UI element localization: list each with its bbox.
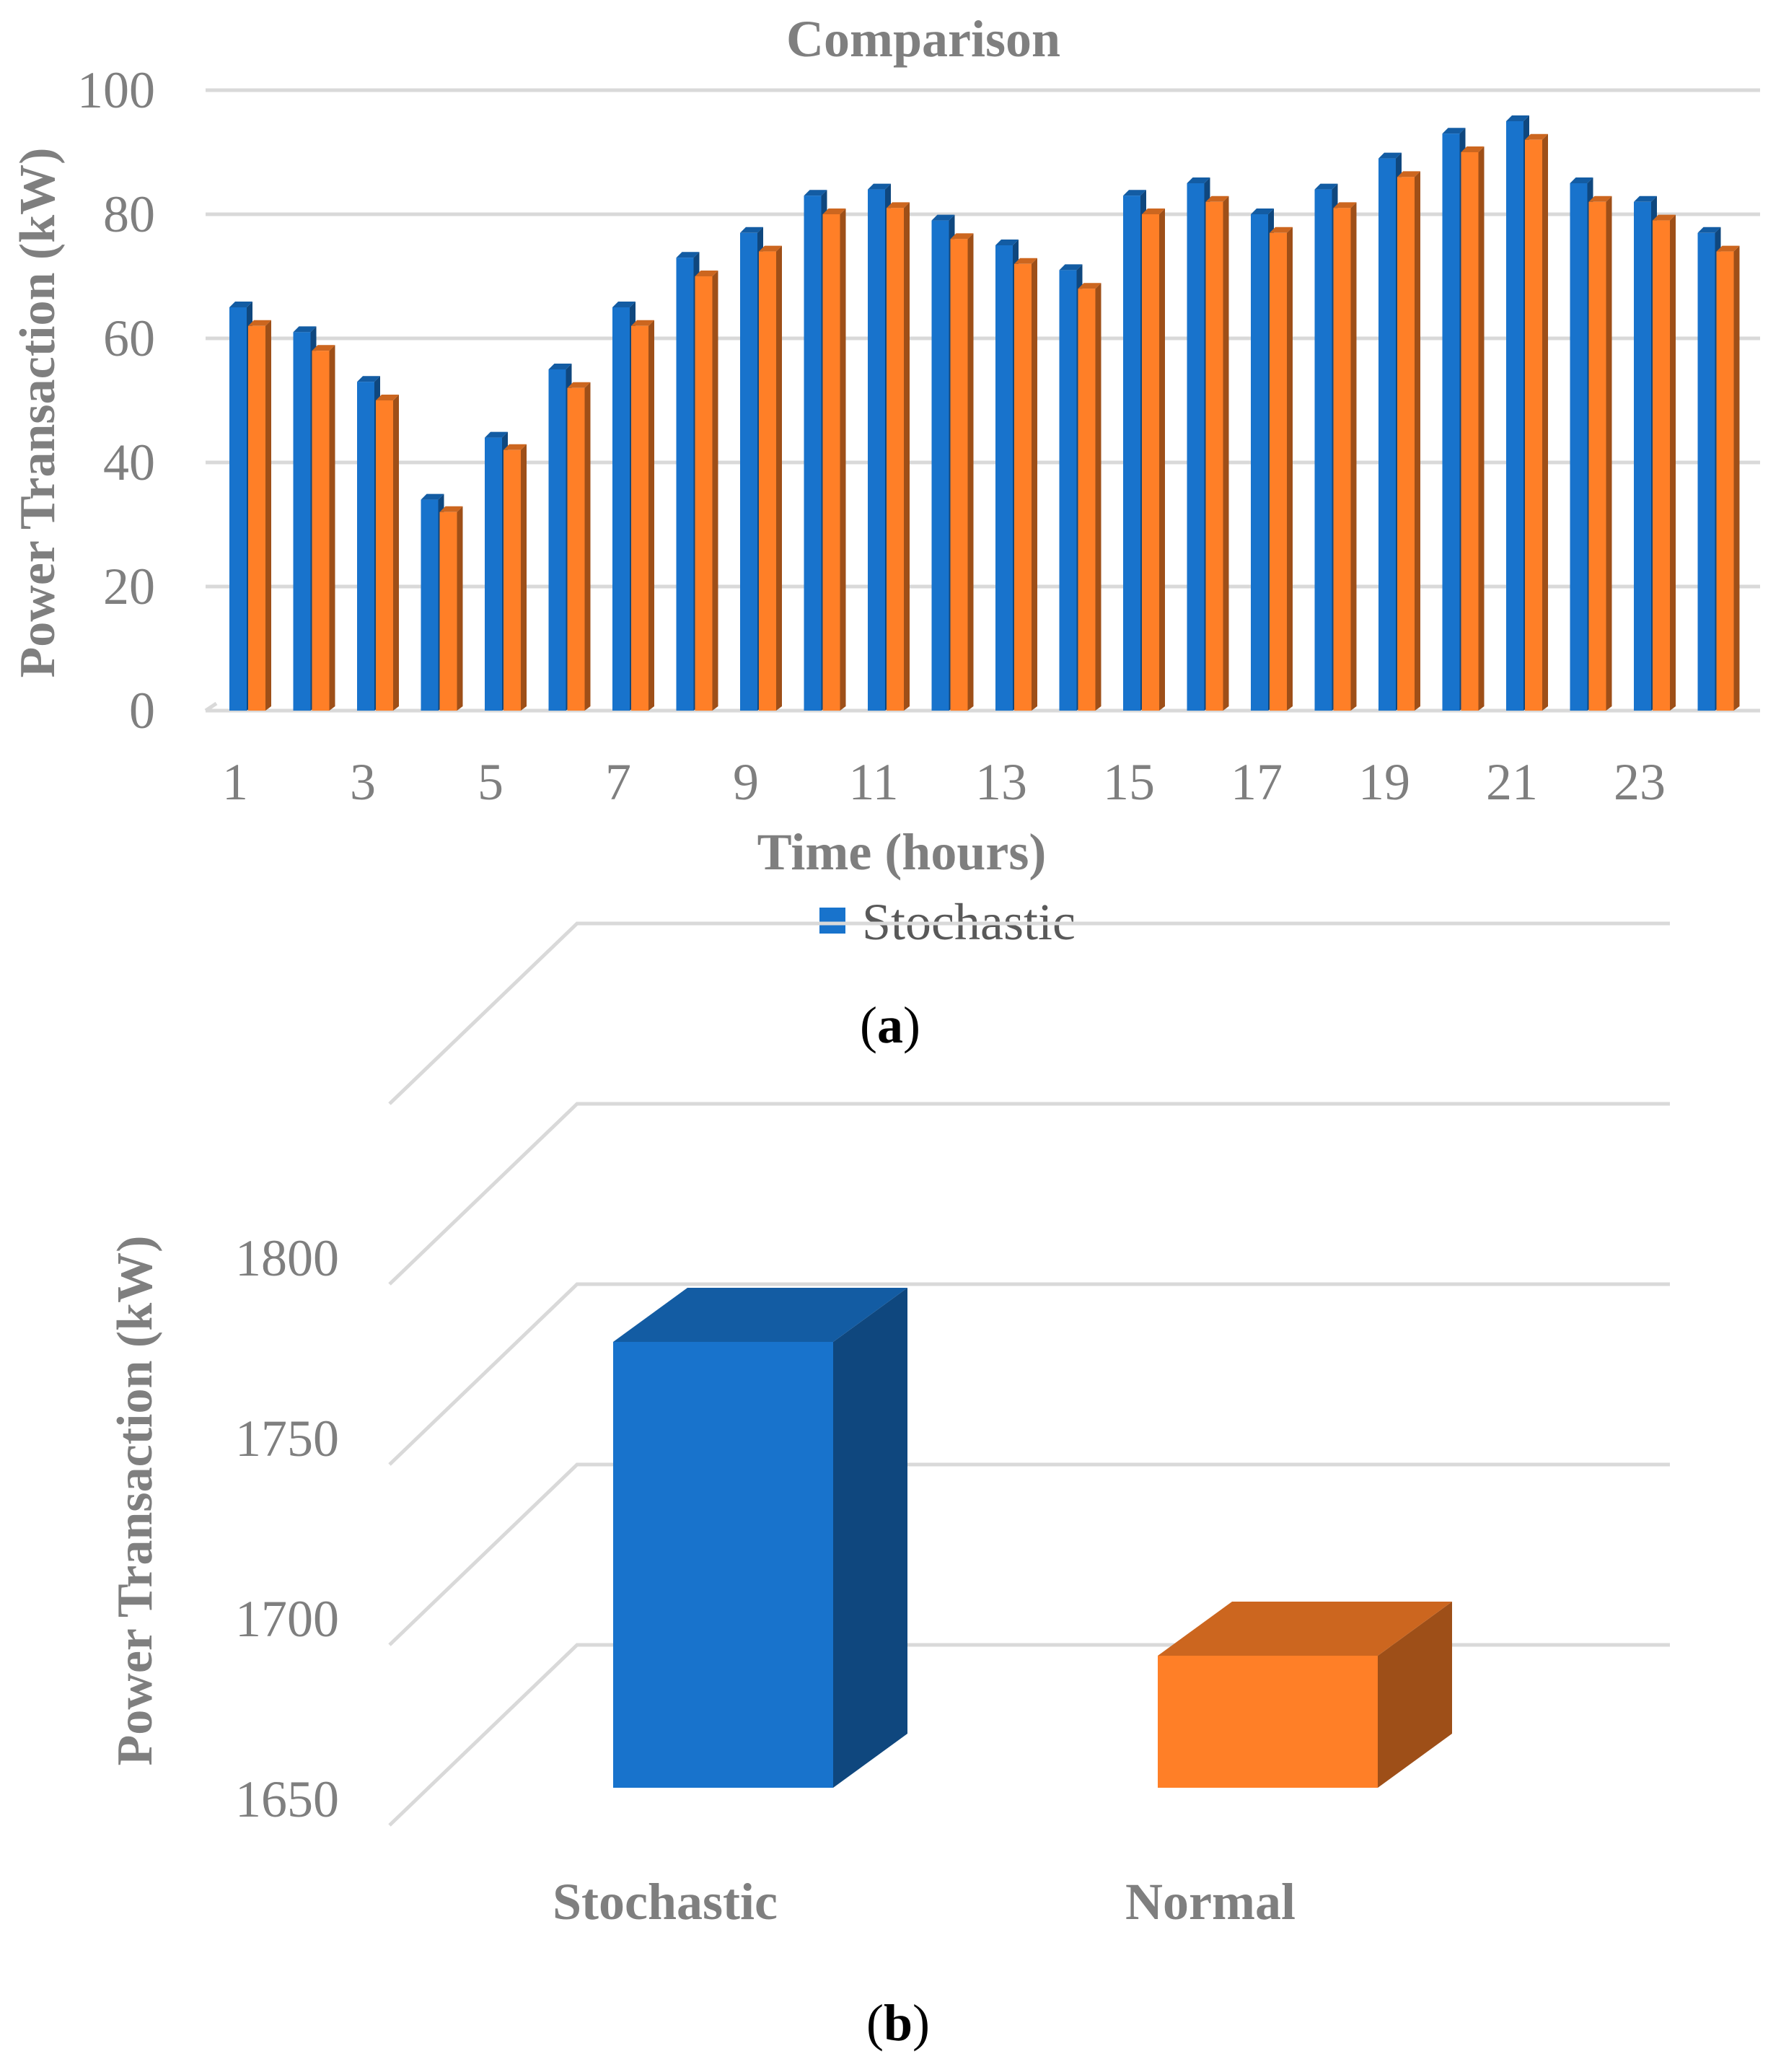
bar-normal-8 xyxy=(695,271,718,711)
bar-normal-7 xyxy=(631,320,654,711)
gridline xyxy=(388,921,1670,1105)
chart-a-y-axis-label: Power Transaction (kW) xyxy=(10,148,66,678)
bar-stochastic xyxy=(613,1288,907,1788)
chart-a-y-tick-labels: 0 20 40 60 80 100 xyxy=(77,61,155,739)
bar-normal-18 xyxy=(1333,202,1357,711)
bar-normal-12 xyxy=(950,233,974,711)
bar-normal-14 xyxy=(1078,283,1101,711)
y-tick-label: 1750 xyxy=(235,1410,339,1467)
gridline xyxy=(388,1282,1670,1466)
y-tick-label: 80 xyxy=(103,185,155,243)
bar-normal-16 xyxy=(1205,196,1229,711)
chart-b-category-stochastic: Stochastic xyxy=(553,1873,778,1931)
x-tick-label: 1 xyxy=(222,753,248,811)
bar-normal-23 xyxy=(1653,214,1676,711)
x-tick-label: 7 xyxy=(605,753,631,811)
y-tick-label: 1650 xyxy=(235,1770,339,1828)
chart-b-gridlines xyxy=(388,921,1670,1827)
bar-normal-13 xyxy=(1014,258,1037,711)
y-tick-label: 60 xyxy=(103,310,155,367)
bar-normal-3 xyxy=(376,395,399,711)
gridline xyxy=(388,1102,1670,1286)
bar-normal-15 xyxy=(1142,208,1165,711)
bar-normal-10 xyxy=(822,208,846,711)
y-tick-label: 1700 xyxy=(235,1590,339,1648)
bar-normal-11 xyxy=(887,202,910,711)
bar-normal-4 xyxy=(439,506,463,711)
bar-normal xyxy=(1158,1602,1452,1788)
bar-normal-17 xyxy=(1270,227,1293,711)
chart-b-y-tick-labels: 1650 1700 1750 1800 xyxy=(235,1229,339,1828)
chart-b-y-axis-label: Power Transaction (kW) xyxy=(107,1236,163,1766)
bar-normal-24 xyxy=(1716,245,1740,711)
y-tick-label: 1800 xyxy=(235,1229,339,1287)
x-tick-label: 23 xyxy=(1614,753,1666,811)
bar-normal-9 xyxy=(759,245,782,711)
x-tick-label: 19 xyxy=(1358,753,1410,811)
bar-stochastic-17 xyxy=(1251,208,1274,711)
x-tick-label: 13 xyxy=(975,753,1027,811)
x-tick-label: 9 xyxy=(733,753,759,811)
x-tick-label: 21 xyxy=(1486,753,1538,811)
bar-normal-1 xyxy=(248,320,271,711)
x-tick-label: 11 xyxy=(848,753,898,811)
gridline xyxy=(388,1643,1670,1827)
y-tick-label: 40 xyxy=(103,434,155,491)
bar-normal-22 xyxy=(1588,196,1612,711)
chart-a-title: Comparison xyxy=(786,10,1060,68)
chart-b-bars xyxy=(613,1288,1452,1788)
chart-a-x-axis-label: Time (hours) xyxy=(757,823,1047,881)
x-tick-label: 15 xyxy=(1103,753,1155,811)
y-tick-label: 20 xyxy=(103,558,155,615)
bar-normal-5 xyxy=(503,444,527,711)
x-tick-label: 5 xyxy=(478,753,503,811)
gridline xyxy=(388,1462,1670,1646)
chart-a-x-tick-labels: 1 3 5 7 9 11 13 15 17 19 21 23 xyxy=(222,753,1666,811)
bar-normal-20 xyxy=(1461,146,1485,711)
chart-a-bars xyxy=(229,115,1740,711)
bar-normal-21 xyxy=(1525,133,1548,711)
y-tick-label: 100 xyxy=(77,61,155,119)
bar-normal-6 xyxy=(567,382,591,711)
bar-normal-19 xyxy=(1397,171,1420,711)
caption-b: (b) xyxy=(866,1994,930,2052)
x-tick-label: 3 xyxy=(350,753,376,811)
chart-b-category-normal: Normal xyxy=(1125,1873,1296,1931)
chart-a-gridlines xyxy=(204,88,1760,713)
legend-swatch-stochastic xyxy=(819,908,845,934)
bar-normal-2 xyxy=(312,345,335,711)
y-tick-label: 0 xyxy=(129,682,155,739)
caption-a: (a) xyxy=(860,996,920,1054)
x-tick-label: 17 xyxy=(1231,753,1283,811)
